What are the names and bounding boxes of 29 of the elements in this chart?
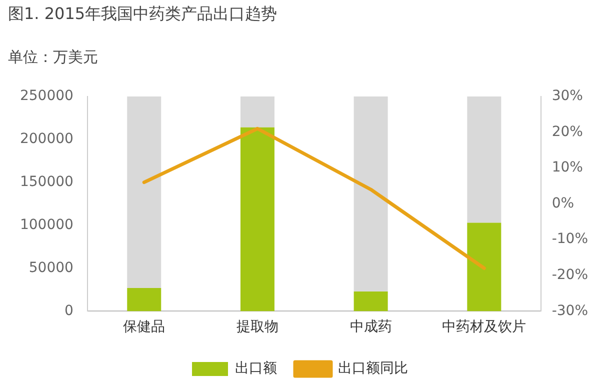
x-tick-label: 保健品 <box>123 319 166 336</box>
y-tick-label: 200000 <box>20 131 74 147</box>
bar <box>354 96 388 292</box>
y-tick-label: 150000 <box>20 174 74 190</box>
y2-tick-label: 20% <box>552 124 583 140</box>
legend-label: 出口额同比 <box>338 360 408 377</box>
legend-label: 出口额 <box>235 360 277 377</box>
bar <box>354 291 388 312</box>
y-axis-title: 单位：万美元 <box>8 48 98 67</box>
y2-tick-label: -10% <box>552 231 588 248</box>
y-tick-label: 50000 <box>28 260 74 276</box>
x-tick-label: 中成药 <box>350 319 392 336</box>
y2-tick-label: -20% <box>552 267 588 284</box>
bar <box>467 222 502 312</box>
y2-tick-label: 30% <box>552 88 583 104</box>
bar <box>240 127 274 312</box>
y2-tick-label: 0% <box>552 195 574 212</box>
x-tick-label: 提取物 <box>236 319 278 336</box>
y-tick-label: 250000 <box>20 88 74 104</box>
chart-title: 图1. 2015年我国中药类产品出口趋势 <box>8 4 278 25</box>
y2-tick-label: 10% <box>552 160 583 176</box>
bar <box>127 288 162 312</box>
bar <box>467 96 502 223</box>
y-tick-label: 0 <box>64 302 74 319</box>
bar <box>240 96 274 128</box>
y2-tick-label: -30% <box>552 302 588 319</box>
x-tick-label: 中药材及饮片 <box>442 319 526 336</box>
bar <box>127 96 162 288</box>
y-tick-label: 100000 <box>20 216 74 233</box>
